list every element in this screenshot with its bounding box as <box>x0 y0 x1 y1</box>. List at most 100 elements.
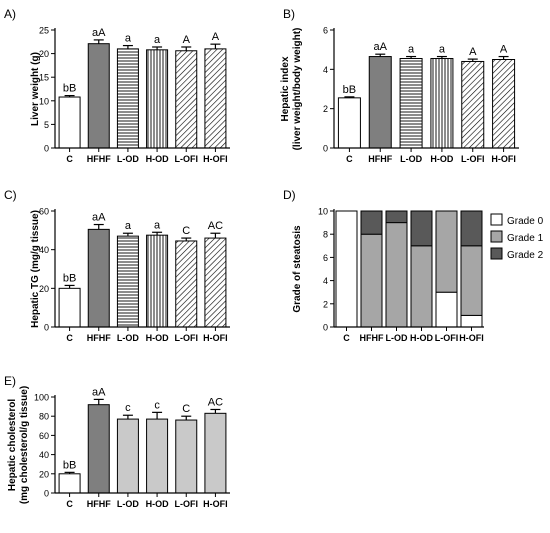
y-tick-label: 60 <box>39 207 49 217</box>
y-tick-label: 20 <box>39 284 49 294</box>
bar-l-od <box>399 58 423 149</box>
significance-label: c <box>154 399 160 411</box>
bar-h-od <box>430 58 454 149</box>
bar-hfhf <box>87 228 110 328</box>
legend-swatch <box>490 230 503 243</box>
x-tick-label: HFHF <box>360 333 384 343</box>
significance-label: A <box>183 34 191 46</box>
significance-label: a <box>125 220 132 232</box>
bar-h-od <box>146 234 169 328</box>
x-tick-label: L-OD <box>117 499 139 509</box>
stack-segment-grade-0 <box>335 210 358 328</box>
x-tick-label: H-OFI <box>203 333 228 343</box>
y-tick-label: 0 <box>44 489 49 499</box>
x-tick-label: HFHF <box>87 154 111 164</box>
bar-l-ofi <box>461 60 485 149</box>
legend-swatch <box>490 213 503 226</box>
x-tick-label: C <box>66 333 73 343</box>
bar-l-ofi <box>175 419 198 494</box>
x-tick-label: H-OD <box>146 333 169 343</box>
y-tick-label: 15 <box>39 73 49 83</box>
x-tick-label: C <box>66 154 73 164</box>
panel-label: D) <box>283 188 296 202</box>
bar-c <box>58 96 81 149</box>
y-axis-label: Grade of steatosis <box>292 225 303 313</box>
stack-segment-grade-0 <box>435 291 458 328</box>
x-tick-label: L-OD <box>117 154 139 164</box>
bar-h-ofi <box>204 237 227 328</box>
y-tick-label: 20 <box>39 49 49 59</box>
y-tick-label: 6 <box>323 26 328 36</box>
x-tick-label: H-OD <box>146 154 169 164</box>
significance-label: A <box>212 31 220 43</box>
bar-h-od <box>146 418 169 494</box>
x-tick-label: H-OFI <box>203 499 228 509</box>
y-tick-label: 10 <box>39 96 49 106</box>
significance-label: A <box>500 44 508 56</box>
y-tick-label: 80 <box>39 412 49 422</box>
y-tick-label: 20 <box>39 469 49 479</box>
significance-label: C <box>182 225 190 237</box>
y-axis-label: Hepatic TG (mg/g tissue) <box>30 210 41 328</box>
x-tick-label: H-OFI <box>491 154 516 164</box>
panel-label: B) <box>283 7 295 21</box>
x-tick-label: L-OFI <box>461 154 485 164</box>
stack-segment-grade-1 <box>435 210 458 293</box>
significance-label: bB <box>63 272 76 284</box>
x-tick-label: HFHF <box>368 154 392 164</box>
significance-label: a <box>154 34 161 46</box>
stack-segment-grade-1 <box>460 245 483 316</box>
x-tick-label: H-OFI <box>459 333 484 343</box>
bar-h-ofi <box>492 59 516 149</box>
y-tick-label: 6 <box>323 253 328 263</box>
panel-b: B) Hepatic index (liver weight/body weight… <box>280 7 519 164</box>
bar-h-ofi <box>204 412 227 494</box>
x-tick-label: C <box>66 499 73 509</box>
y-tick-label: 2 <box>323 104 328 114</box>
bar-l-od <box>116 235 139 328</box>
panel-c: C) Hepatic TG (mg/g tissue) bB aA a a C AC 0 20 40… <box>4 188 230 343</box>
panel-label: E) <box>4 374 16 388</box>
significance-label: AC <box>208 396 223 408</box>
y-axis-label: Hepatic cholesterol <box>7 399 18 491</box>
significance-label: a <box>154 219 161 231</box>
y-axis-label: Liver weight (g) <box>30 52 41 126</box>
bar-c <box>58 287 81 328</box>
bar-l-od <box>116 418 139 494</box>
x-tick-label: H-OFI <box>203 154 228 164</box>
bar-l-od <box>116 48 139 149</box>
significance-label: c <box>125 402 131 414</box>
y-tick-label: 0 <box>323 323 328 333</box>
y-axis-label: (liver weight/body weight) <box>292 28 303 151</box>
x-tick-label: H-OD <box>410 333 433 343</box>
y-tick-label: 8 <box>323 230 328 240</box>
x-tick-label: C <box>346 154 353 164</box>
significance-label: bB <box>63 83 76 95</box>
x-tick-label: H-OD <box>146 499 169 509</box>
y-tick-label: 100 <box>34 393 49 403</box>
bar-c <box>58 473 81 494</box>
legend-label: Grade 2 <box>507 250 544 261</box>
y-tick-label: 25 <box>39 26 49 36</box>
y-tick-label: 40 <box>39 450 49 460</box>
bar-l-ofi <box>175 50 198 149</box>
y-tick-label: 0 <box>44 323 49 333</box>
significance-label: C <box>182 403 190 415</box>
x-tick-label: HFHF <box>87 333 111 343</box>
significance-label: a <box>439 44 446 56</box>
bar-hfhf <box>87 43 110 149</box>
y-tick-label: 40 <box>39 245 49 255</box>
y-tick-label: 2 <box>323 299 328 309</box>
significance-label: aA <box>92 27 106 39</box>
panel-e: E) Hepatic cholesterol (mg cholesterol/g t… <box>4 374 230 509</box>
x-tick-label: L-OFI <box>175 499 199 509</box>
bar-h-ofi <box>204 48 227 149</box>
bar-hfhf <box>87 404 110 494</box>
y-tick-label: 5 <box>44 120 49 130</box>
legend-label: Grade 1 <box>507 233 544 244</box>
panel-d: D) Grade of steatosis Grade 0 Grade 1 Grade … <box>283 188 544 343</box>
legend-label: Grade 0 <box>507 216 544 227</box>
x-tick-label: C <box>343 333 350 343</box>
